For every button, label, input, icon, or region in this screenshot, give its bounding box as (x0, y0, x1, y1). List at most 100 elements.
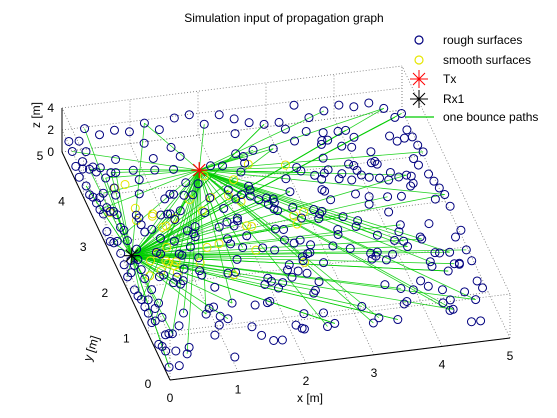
rough-surface-point (440, 190, 450, 200)
rough-surface-point (293, 266, 303, 276)
rough-surface-point (370, 156, 380, 166)
rough-surface-point (210, 282, 220, 292)
rough-surface-point (429, 176, 439, 186)
rough-surface-point (388, 249, 398, 259)
rough-surface-point (205, 193, 215, 203)
bounce-path (163, 169, 200, 276)
rough-surface-point (231, 267, 241, 277)
rough-surface-point (109, 183, 119, 193)
smooth-surface-point (251, 245, 261, 255)
rough-surface-point (349, 102, 359, 112)
rough-surface-point (316, 139, 326, 149)
rough-surface-point (394, 227, 404, 237)
rough-surface-point (319, 258, 329, 268)
rough-surface-point (263, 273, 273, 283)
rough-surface-point (181, 178, 191, 188)
bounce-path (199, 110, 325, 171)
smooth-surface-point (206, 192, 216, 202)
bounce-path (85, 185, 133, 256)
bounce-path (131, 255, 181, 285)
rough-surface-point (150, 303, 160, 313)
smooth-surface-point (145, 271, 155, 281)
rough-surface-point (204, 303, 214, 313)
legend-rough-marker (414, 35, 424, 45)
bounce-path (198, 169, 242, 195)
rough-surface-point (206, 161, 216, 171)
rough-surface-point (297, 252, 307, 262)
legend-item-tx: Tx (410, 70, 456, 88)
smooth-surface-point (147, 211, 157, 221)
rough-surface-point (416, 276, 426, 286)
smooth-surface-point (299, 207, 309, 217)
rough-surface-point (140, 274, 150, 284)
rough-surface-point (175, 206, 185, 216)
rough-surface-point (156, 249, 166, 259)
rough-surface-point (334, 100, 344, 110)
rough-surface-point (427, 261, 437, 271)
y-axis-label: y [m] (81, 334, 102, 363)
rough-surface-point (413, 160, 423, 170)
rough-surface-point (160, 194, 170, 204)
rough-surface-point (155, 233, 165, 243)
rough-surface-point (178, 276, 188, 286)
rough-surface-point (109, 125, 119, 135)
bounce-path (99, 169, 200, 210)
rough-surface-point (130, 285, 140, 295)
rough-surface-point (136, 265, 146, 275)
rough-surface-point (298, 256, 308, 266)
rough-surface-point (423, 281, 433, 291)
rough-surface-point (170, 215, 180, 225)
rough-surface-point (317, 206, 327, 216)
smooth-surface-point (242, 221, 252, 231)
rough-surface-point (424, 219, 434, 229)
rough-surface-point (317, 174, 327, 184)
rough-surface-point (157, 312, 167, 322)
rough-surface-point (165, 189, 175, 199)
bounce-path (171, 170, 200, 334)
rough-surface-point (323, 322, 333, 332)
y-tick-label: 3 (80, 240, 87, 254)
chart-title: Simulation input of propagation graph (184, 11, 383, 25)
rough-surface-point (364, 98, 374, 108)
rough-surface-point (240, 158, 250, 168)
rough-surface-point (384, 207, 394, 217)
z-tick-label: 0 (47, 145, 54, 159)
legend-tx-label: Tx (443, 72, 456, 86)
rough-surface-point (201, 309, 211, 319)
rough-surface-point (318, 128, 328, 138)
rough-surface-point (341, 125, 351, 135)
legend: rough surfaces smooth surfaces Tx Rx1 on… (405, 33, 538, 124)
rough-surface-point (285, 187, 295, 197)
bounce-path (199, 169, 291, 193)
rough-surface-point (274, 283, 284, 293)
rough-surfaces-layer (64, 98, 488, 372)
rough-surface-point (200, 208, 210, 218)
rough-surface-point (396, 191, 406, 201)
smooth-surface-point (214, 239, 224, 249)
rough-surface-point (174, 321, 184, 331)
rough-surface-point (372, 159, 382, 169)
rough-surface-point (314, 214, 324, 224)
rough-surface-point (357, 301, 367, 311)
rough-surface-point (291, 320, 301, 330)
rough-surface-point (397, 108, 407, 118)
rough-surface-point (368, 318, 378, 328)
rough-surface-point (381, 255, 391, 265)
rough-surface-point (375, 173, 385, 183)
smooth-surface-point (300, 257, 310, 267)
bounce-path (131, 214, 162, 256)
rough-surface-point (131, 210, 141, 220)
smooth-surface-point (202, 242, 212, 252)
rough-surface-point (317, 136, 327, 146)
rough-surface-point (305, 247, 315, 257)
rough-surface-point (418, 147, 428, 157)
rough-surface-point (67, 146, 77, 156)
rough-surface-point (219, 203, 229, 213)
rough-surface-point (174, 361, 184, 371)
rough-surface-point (258, 243, 268, 253)
rough-surface-point (232, 213, 242, 223)
rough-surface-point (445, 295, 455, 305)
rough-surface-point (64, 136, 74, 146)
rough-surface-point (315, 209, 325, 219)
